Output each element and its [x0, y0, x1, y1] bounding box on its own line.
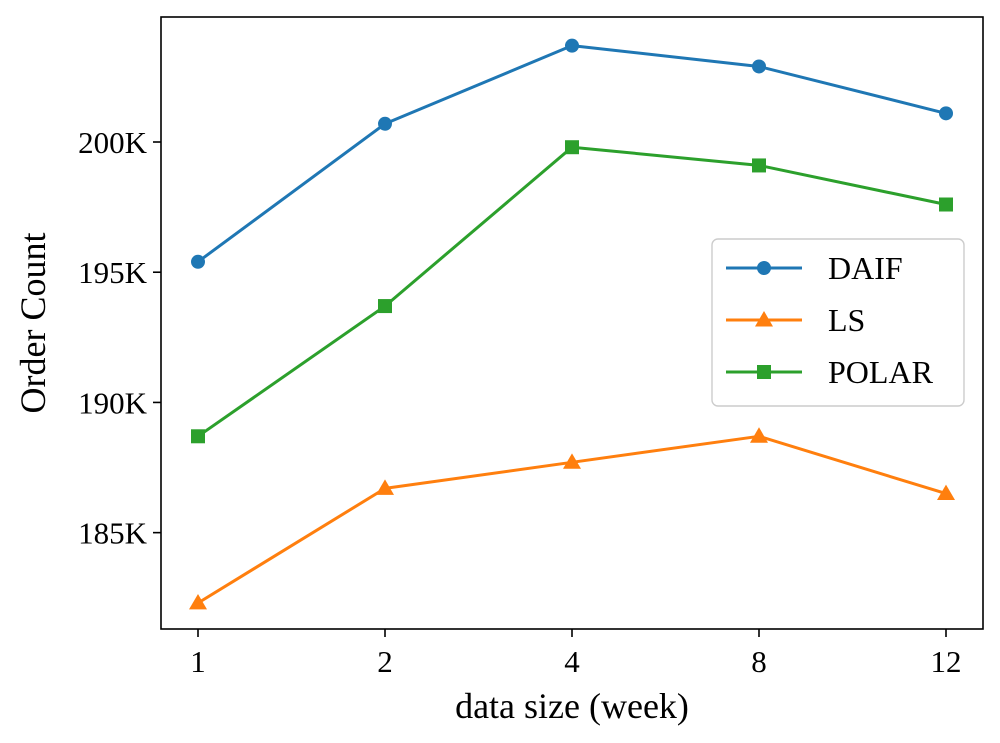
- data-point-polar: [565, 140, 579, 155]
- data-point-daif: [378, 116, 392, 131]
- y-axis-title: Order Count: [13, 233, 53, 414]
- y-tick-label: 185K: [78, 516, 148, 551]
- legend-label-ls: LS: [828, 302, 865, 338]
- x-tick-label: 8: [751, 644, 767, 679]
- data-point-polar: [939, 197, 953, 212]
- y-tick-label: 195K: [78, 255, 148, 290]
- data-point-polar: [378, 299, 392, 314]
- legend-label-polar: POLAR: [828, 354, 934, 390]
- data-point-ls: [937, 484, 955, 501]
- y-tick-label: 200K: [78, 125, 148, 160]
- legend-box: [711, 238, 965, 407]
- legend-item-polar: POLAR: [726, 354, 934, 390]
- legend-item-ls: LS: [726, 302, 865, 338]
- x-axis-title: data size (week): [455, 686, 689, 726]
- data-point-ls: [750, 427, 768, 443]
- data-point-daif: [191, 254, 205, 269]
- y-axis: 185K 190K 195K 200K: [78, 125, 161, 551]
- legend: DAIF LS POLAR: [711, 238, 965, 407]
- legend-items: DAIF LS POLAR: [726, 250, 934, 390]
- y-tick-label: 190K: [78, 385, 148, 420]
- series-layer: [189, 38, 955, 610]
- data-point-ls: [376, 479, 394, 495]
- data-point-daif: [565, 38, 579, 53]
- data-point-ls: [563, 453, 581, 469]
- legend-marker-polar: [757, 365, 771, 379]
- data-point-ls: [189, 593, 207, 610]
- series-ls: [189, 427, 955, 610]
- legend-label-daif: DAIF: [828, 250, 903, 286]
- x-tick-label: 12: [931, 644, 962, 679]
- data-point-daif: [752, 59, 766, 74]
- x-tick-label: 2: [377, 644, 393, 679]
- series-daif: [191, 38, 953, 269]
- x-tick-label: 1: [190, 644, 206, 679]
- series-polar: [191, 140, 953, 444]
- x-tick-label: 4: [564, 644, 580, 679]
- legend-marker-ls: [755, 311, 773, 327]
- data-point-polar: [191, 429, 205, 444]
- legend-item-daif: DAIF: [726, 250, 903, 286]
- x-axis: 1 2 4 8 12: [190, 629, 962, 679]
- data-point-polar: [752, 158, 766, 173]
- data-point-daif: [939, 106, 953, 121]
- legend-marker-daif: [757, 261, 771, 275]
